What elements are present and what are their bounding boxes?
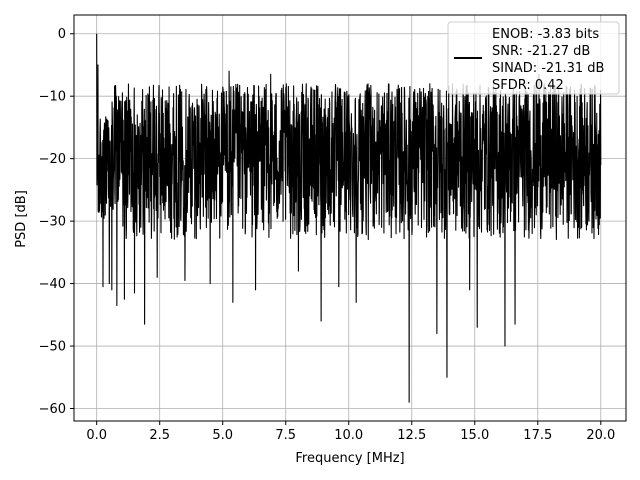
x-tick-label: 5.0 <box>212 428 233 443</box>
x-tick-label: 7.5 <box>275 428 296 443</box>
y-tick-label: −10 <box>39 90 66 105</box>
y-tick-label: −50 <box>39 340 66 355</box>
y-tick-label: −20 <box>39 152 66 167</box>
x-axis-label: Frequency [MHz] <box>295 451 404 466</box>
plot-frame <box>73 14 627 422</box>
y-tick-label: −30 <box>39 215 66 230</box>
legend-entry-line: SINAD: -21.31 dB <box>492 61 604 76</box>
psd-series-line <box>96 33 602 403</box>
legend: ENOB: -3.83 bits SNR: -21.27 dB SINAD: -21… <box>447 21 620 95</box>
y-tick-label: −40 <box>39 277 66 292</box>
legend-box <box>447 21 620 95</box>
x-tick-label: 20.0 <box>586 428 615 443</box>
y-tick-label: 0 <box>58 27 66 42</box>
series-layer <box>96 33 602 403</box>
legend-entry-line: SNR: -21.27 dB <box>492 44 590 59</box>
x-tick-label: 10.0 <box>334 428 363 443</box>
legend-entry-line: SFDR: 0.42 <box>492 78 564 93</box>
x-tick-label: 17.5 <box>523 428 552 443</box>
x-tick-label: 15.0 <box>460 428 489 443</box>
legend-text-group: ENOB: -3.83 bits SNR: -21.27 dB SINAD: -21… <box>492 27 604 93</box>
x-tick-label: 0.0 <box>86 428 107 443</box>
y-tick-label: −60 <box>39 402 66 417</box>
y-axis-label: PSD [dB] <box>14 190 29 248</box>
legend-entry-line: ENOB: -3.83 bits <box>492 27 599 42</box>
x-tick-label: 2.5 <box>149 428 170 443</box>
x-tick-label: 12.5 <box>397 428 426 443</box>
axis-ticks: 0.0 2.5 5.0 7.5 10.0 12.5 15.0 17.5 20.0 0 −10 −20 −… <box>39 27 616 443</box>
